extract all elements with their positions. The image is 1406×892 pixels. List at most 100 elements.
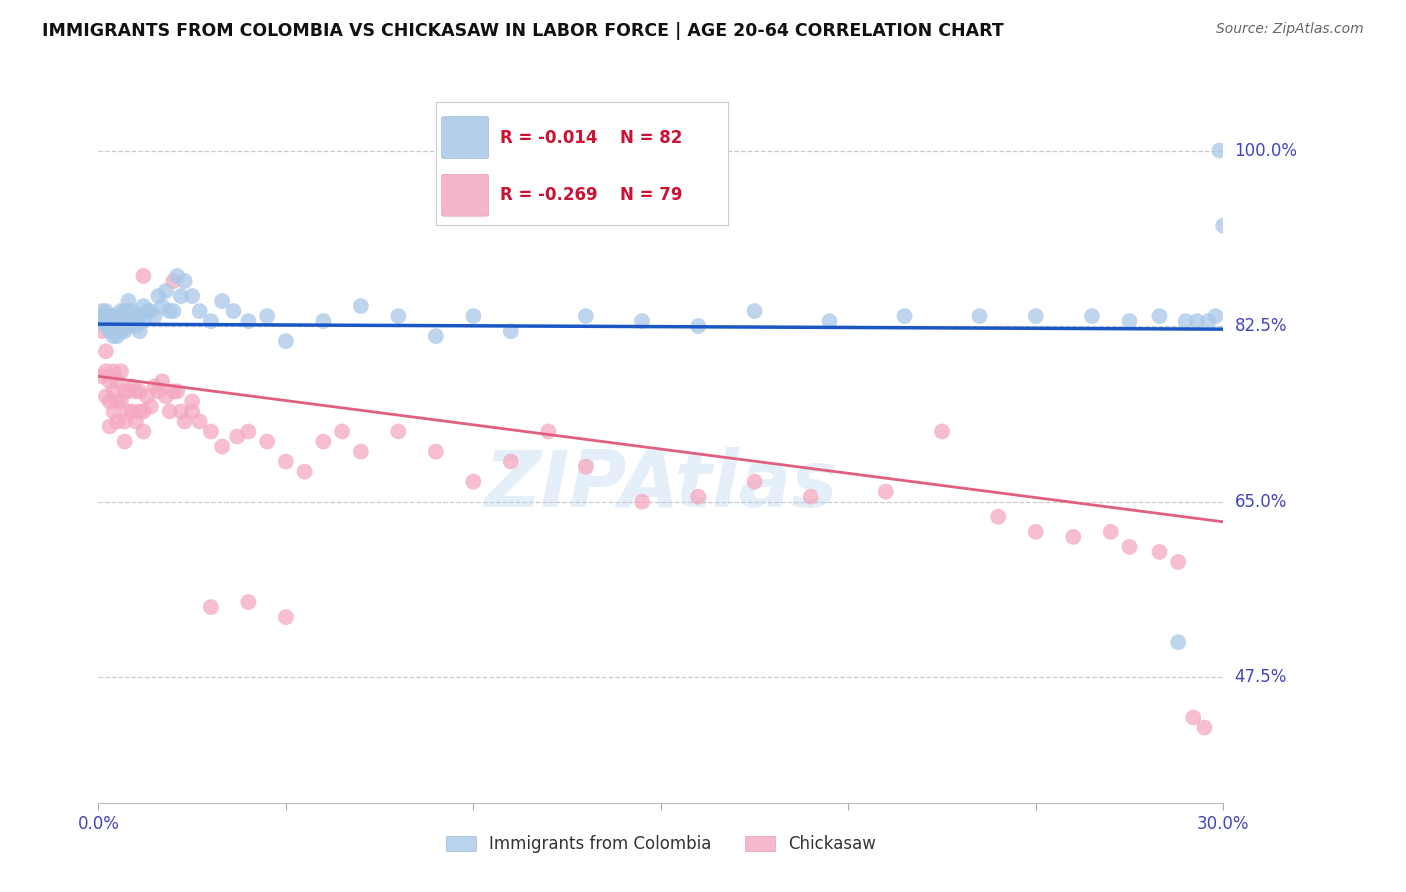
Point — [238, 595, 260, 609]
Point — [1212, 219, 1234, 233]
Point — [425, 329, 447, 343]
Point — [631, 494, 654, 508]
Point — [103, 404, 125, 418]
Point — [159, 404, 181, 418]
Point — [256, 309, 278, 323]
Point — [1081, 309, 1104, 323]
Point — [162, 304, 184, 318]
Point — [94, 319, 117, 334]
Point — [94, 344, 117, 359]
Point — [575, 459, 598, 474]
Point — [94, 364, 117, 378]
Point — [463, 309, 485, 323]
Point — [1182, 710, 1205, 724]
Point — [132, 268, 155, 283]
Point — [987, 509, 1010, 524]
Point — [125, 309, 148, 323]
Point — [1205, 309, 1227, 323]
Point — [162, 274, 184, 288]
Point — [91, 309, 114, 323]
Point — [575, 309, 598, 323]
Point — [1062, 530, 1084, 544]
Point — [128, 404, 150, 418]
Point — [425, 444, 447, 458]
Text: 47.5%: 47.5% — [1234, 668, 1286, 686]
Text: 65.0%: 65.0% — [1234, 492, 1286, 511]
Point — [91, 314, 114, 328]
Point — [91, 324, 114, 338]
Point — [170, 289, 193, 303]
Point — [117, 384, 139, 399]
Point — [1167, 555, 1189, 569]
Point — [103, 309, 125, 323]
Point — [211, 440, 233, 454]
Point — [103, 329, 125, 343]
Point — [94, 314, 117, 328]
Point — [537, 425, 560, 439]
Point — [148, 289, 170, 303]
Point — [125, 384, 148, 399]
Point — [94, 304, 117, 318]
Point — [1167, 635, 1189, 649]
Point — [173, 274, 195, 288]
Point — [114, 314, 136, 328]
Point — [105, 394, 128, 409]
Point — [1149, 545, 1171, 559]
Point — [499, 324, 522, 338]
Point — [1118, 540, 1140, 554]
Text: IMMIGRANTS FROM COLOMBIA VS CHICKASAW IN LABOR FORCE | AGE 20-64 CORRELATION CHA: IMMIGRANTS FROM COLOMBIA VS CHICKASAW IN… — [42, 22, 1004, 40]
Point — [105, 414, 128, 429]
Point — [114, 384, 136, 399]
Point — [181, 289, 204, 303]
Point — [110, 319, 132, 334]
Point — [800, 490, 823, 504]
Point — [294, 465, 316, 479]
Point — [155, 389, 177, 403]
Point — [312, 434, 335, 449]
Point — [117, 294, 139, 309]
Point — [875, 484, 897, 499]
Point — [274, 334, 297, 349]
Point — [200, 425, 222, 439]
Point — [139, 400, 162, 414]
Point — [128, 384, 150, 399]
Point — [1118, 314, 1140, 328]
Point — [125, 414, 148, 429]
Point — [110, 364, 132, 378]
Point — [159, 304, 181, 318]
Text: 82.5%: 82.5% — [1234, 318, 1286, 335]
Point — [139, 304, 162, 318]
Point — [688, 490, 710, 504]
Point — [103, 319, 125, 334]
Point — [274, 455, 297, 469]
Point — [91, 369, 114, 384]
Point — [350, 444, 373, 458]
Point — [125, 319, 148, 334]
Point — [969, 309, 991, 323]
Point — [1149, 309, 1171, 323]
Point — [91, 304, 114, 318]
Point — [114, 304, 136, 318]
Point — [688, 319, 710, 334]
Point — [226, 429, 249, 443]
Point — [166, 384, 188, 399]
Point — [1208, 144, 1230, 158]
Point — [98, 375, 121, 389]
Point — [98, 319, 121, 334]
Point — [105, 324, 128, 338]
Point — [188, 414, 211, 429]
Point — [132, 299, 155, 313]
Point — [105, 329, 128, 343]
Point — [110, 324, 132, 338]
Point — [181, 394, 204, 409]
Point — [1025, 309, 1047, 323]
Point — [117, 319, 139, 334]
Point — [103, 324, 125, 338]
Point — [893, 309, 915, 323]
Point — [1194, 721, 1216, 735]
Point — [222, 304, 245, 318]
Point — [117, 304, 139, 318]
Point — [312, 314, 335, 328]
Point — [143, 309, 166, 323]
Point — [1174, 314, 1197, 328]
